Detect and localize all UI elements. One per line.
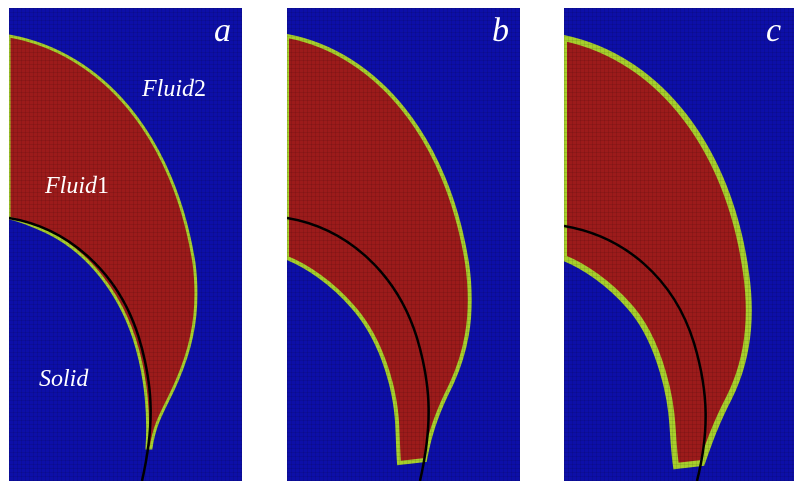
panel-c-plot: c [564,8,794,481]
panel-c: c [564,8,794,481]
solid-label: Solid [39,366,89,392]
fluid1-label: Fluid1 [44,173,109,199]
panel-letter-a: a [214,12,231,49]
panel-b-plot: b [287,8,520,481]
panel-a: a Fluid2 Fluid1 Solid [9,8,242,481]
panel-b: b [287,8,520,481]
panel-letter-b: b [492,12,509,49]
panel-letter-c: c [766,12,781,49]
panel-a-plot: a Fluid2 Fluid1 Solid [9,8,242,481]
fluid2-label: Fluid2 [141,76,206,102]
